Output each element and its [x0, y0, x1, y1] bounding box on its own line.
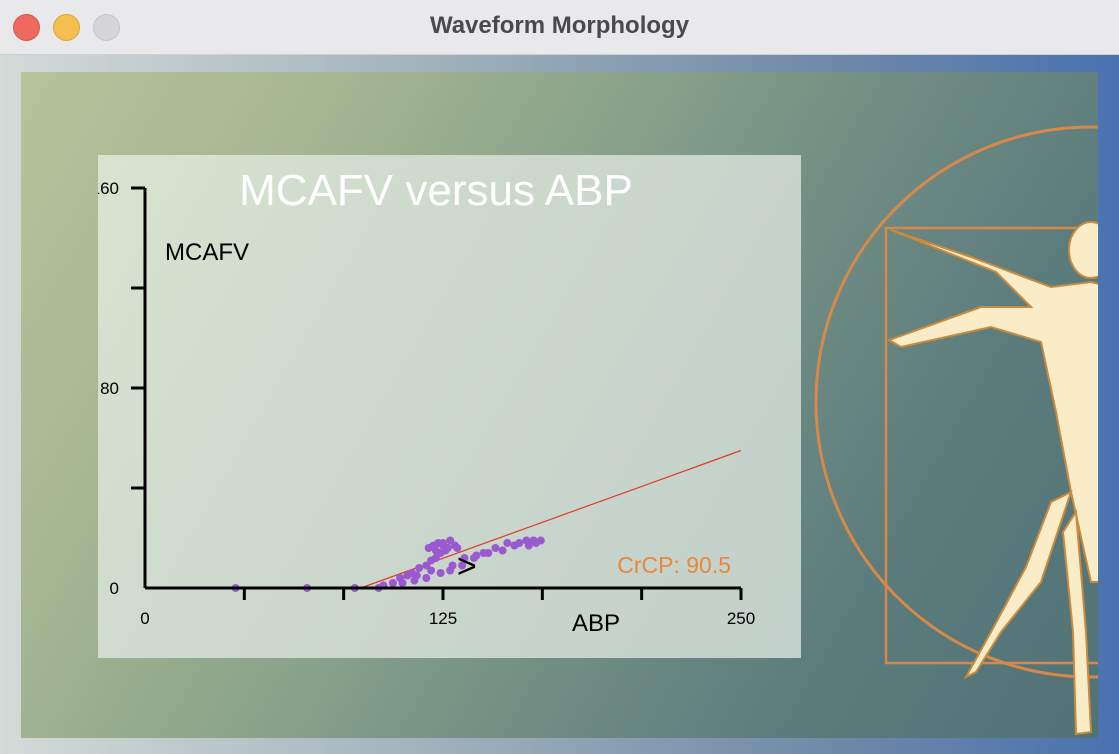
scatter-chart: 0 125 250 0 80 160 > MCAFV versus ABP MCAFV A…	[91, 166, 756, 637]
data-point	[524, 541, 533, 550]
data-point	[431, 546, 440, 555]
vitruvian-square	[884, 226, 1098, 665]
vitruvian-figure	[886, 221, 1098, 736]
data-point	[472, 551, 481, 560]
data-point	[422, 574, 431, 582]
zoom-window-button[interactable]	[93, 14, 120, 41]
data-point	[436, 569, 445, 577]
data-point	[498, 546, 507, 555]
data-point	[424, 544, 433, 552]
data-point	[398, 579, 407, 587]
crcp-annotation: CrCP: 90.5	[617, 552, 731, 578]
data-point	[427, 566, 436, 575]
plot-panel: 0 125 250 0 80 160 > MCAFV versus ABP MCAFV A…	[91, 155, 801, 658]
y-tick-label: 80	[100, 379, 119, 398]
chart-title: MCAFV versus ABP	[239, 166, 633, 215]
data-point	[510, 541, 519, 550]
y-tick-label: 160	[98, 179, 119, 198]
window-title: Waveform Morphology	[429, 12, 690, 39]
minimize-window-button[interactable]	[53, 14, 80, 41]
data-point	[503, 539, 512, 547]
data-point	[422, 561, 431, 570]
data-point	[531, 539, 540, 547]
y-tick-label: 0	[110, 579, 119, 598]
y-axis-label: MCAFV	[165, 239, 249, 266]
x-axis-label: ABP	[572, 610, 620, 637]
vitruvian-man-illustration	[814, 125, 1098, 736]
x-tick-label: 125	[429, 609, 457, 628]
data-point	[439, 539, 447, 547]
data-point	[431, 554, 440, 562]
data-point	[412, 571, 421, 580]
x-tick-label: 250	[727, 609, 755, 628]
data-point	[415, 564, 424, 572]
data-point	[484, 549, 493, 557]
data-point	[448, 561, 457, 570]
data-point	[491, 544, 500, 552]
title-bar: Waveform Morphology	[0, 0, 1119, 55]
data-point	[446, 536, 455, 545]
data-point	[388, 579, 397, 587]
vitruvian-circle	[814, 125, 1098, 679]
close-window-button[interactable]	[13, 14, 40, 41]
app-content: 0 125 250 0 80 160 > MCAFV versus ABP MCAFV A…	[21, 72, 1098, 738]
arrow-marker: >	[457, 548, 477, 586]
data-point	[453, 544, 462, 552]
data-point	[458, 561, 467, 570]
data-point	[460, 554, 469, 562]
x-tick-label: 0	[140, 609, 149, 628]
